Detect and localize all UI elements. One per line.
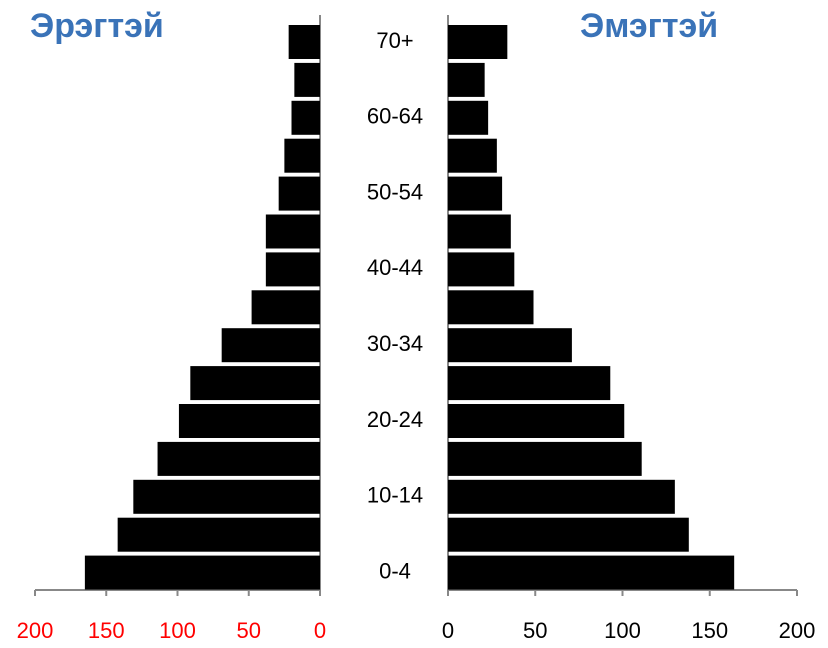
bar	[448, 517, 689, 552]
panel-title: Эрэгтэй	[30, 7, 164, 45]
x-tick-label: 0	[314, 618, 326, 643]
bar	[251, 290, 320, 325]
bar	[278, 176, 320, 211]
category-label: 30-34	[367, 331, 423, 356]
bar	[448, 138, 497, 173]
category-label: 20-24	[367, 407, 423, 432]
x-tick-label: 50	[523, 618, 547, 643]
bar	[221, 328, 320, 363]
bar	[133, 479, 320, 514]
bar	[448, 479, 675, 514]
bar	[288, 25, 320, 59]
x-tick-label: 150	[691, 618, 728, 643]
bar	[294, 62, 320, 97]
bar	[265, 252, 320, 287]
category-label: 40-44	[367, 255, 423, 280]
bar	[284, 138, 320, 173]
bar	[84, 555, 320, 590]
bar	[448, 100, 489, 135]
category-label: 0-4	[379, 558, 411, 583]
bar	[448, 62, 485, 97]
bar	[448, 404, 625, 438]
bar	[448, 176, 503, 211]
category-label: 10-14	[367, 483, 423, 508]
bar	[448, 555, 735, 590]
bar	[448, 441, 642, 476]
bar	[117, 517, 321, 552]
x-tick-label: 100	[159, 618, 196, 643]
bar	[448, 366, 611, 401]
category-label: 60-64	[367, 104, 423, 129]
bar	[190, 366, 320, 401]
bar	[157, 441, 320, 476]
category-label: 70+	[376, 28, 413, 53]
x-tick-label: 200	[17, 618, 54, 643]
x-tick-label: 50	[237, 618, 261, 643]
x-tick-label: 100	[604, 618, 641, 643]
bar	[178, 404, 320, 438]
bar	[448, 214, 511, 249]
bar	[265, 214, 320, 249]
x-tick-label: 150	[88, 618, 125, 643]
x-tick-label: 200	[779, 618, 816, 643]
category-label: 50-54	[367, 179, 423, 204]
bar	[448, 25, 508, 59]
x-tick-label: 0	[442, 618, 454, 643]
bar	[448, 328, 572, 363]
bar	[291, 100, 320, 135]
bar	[448, 290, 534, 325]
bar	[448, 252, 515, 287]
panel-title: Эмэгтэй	[580, 7, 718, 45]
